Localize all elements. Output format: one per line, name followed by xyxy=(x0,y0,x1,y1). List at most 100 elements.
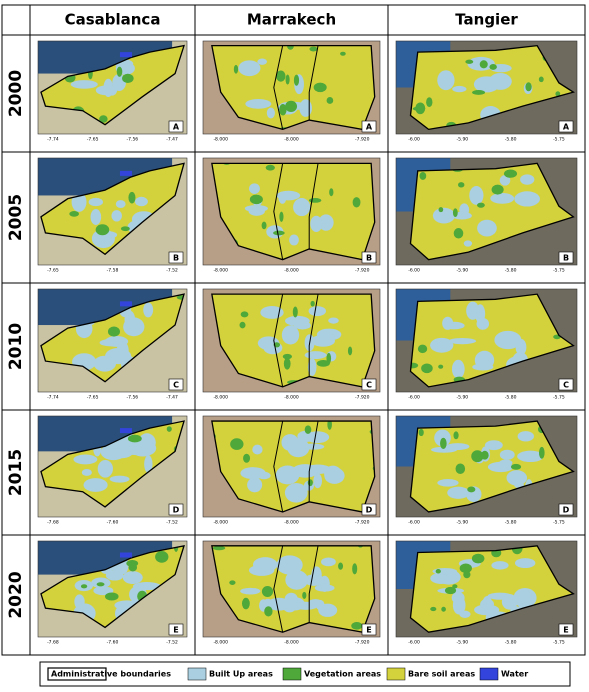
legend-label: Bare soil areas xyxy=(408,670,475,679)
built-up-patch xyxy=(499,175,511,186)
land-cover xyxy=(410,545,547,633)
water xyxy=(119,170,132,176)
panel-letter: C xyxy=(173,381,179,390)
vegetation-patch xyxy=(338,562,344,570)
x-tick-label: -5.90 xyxy=(457,137,469,143)
vegetation-patch xyxy=(308,198,322,203)
vegetation-patch xyxy=(282,353,292,360)
map-panel: E -8.000 -8.000 -7.920 xyxy=(202,540,381,646)
map-frame xyxy=(202,540,381,638)
built-up-patch xyxy=(515,338,527,356)
bare-soil xyxy=(40,163,185,255)
built-up-patch xyxy=(447,486,470,499)
built-up-patch xyxy=(313,473,323,489)
vegetation-patch xyxy=(415,102,426,115)
built-up-patch xyxy=(476,317,490,330)
x-tick-label: -6.00 xyxy=(408,640,420,646)
vegetation-patch xyxy=(444,586,457,595)
vegetation-patch xyxy=(352,197,361,208)
built-up-patch xyxy=(266,107,275,119)
vegetation-patch xyxy=(292,306,298,318)
year-label: 2010 xyxy=(6,323,26,370)
built-up-patch xyxy=(477,219,497,237)
vegetation-patch xyxy=(479,60,488,69)
year-label: 2000 xyxy=(6,70,26,117)
x-tick-label: -7.920 xyxy=(355,640,370,646)
vegetation-patch xyxy=(313,82,327,93)
admin-boundary xyxy=(40,420,185,508)
vegetation-patch xyxy=(538,446,545,459)
map-frame xyxy=(37,157,188,266)
legend-label: Water xyxy=(501,670,528,679)
map-panel: B -6.00 -5.90 -5.80 -5.75 xyxy=(395,157,578,274)
map-frame xyxy=(395,40,578,135)
x-tick-label: -8.000 xyxy=(213,395,228,401)
built-up-patch xyxy=(514,558,536,569)
built-up-patch xyxy=(430,337,454,353)
panel-letter: B xyxy=(173,254,179,263)
vegetation-patch xyxy=(261,586,274,598)
map-panel: A -6.00 -5.90 -5.80 -5.75 xyxy=(395,40,578,143)
built-up-patch xyxy=(442,316,454,330)
letter-box xyxy=(168,503,184,516)
admin-boundary xyxy=(40,544,185,629)
vegetation-patch xyxy=(304,425,312,434)
vegetation-patch xyxy=(421,363,433,374)
vegetation-patch xyxy=(351,622,363,630)
vegetation-patch xyxy=(239,321,246,329)
letter-box xyxy=(168,251,184,264)
vegetation-patch xyxy=(316,360,330,367)
vegetation-patch xyxy=(309,46,318,52)
letter-box xyxy=(558,378,574,391)
legend-swatch xyxy=(187,667,207,681)
x-tick-label: -5.90 xyxy=(457,268,469,274)
built-up-patch xyxy=(517,431,534,442)
vegetation-patch xyxy=(489,64,497,70)
vegetation-patch xyxy=(455,463,466,474)
built-up-patch xyxy=(278,191,287,204)
built-up-patch xyxy=(520,174,535,185)
x-tick-label: -5.75 xyxy=(553,395,565,401)
vegetation-patch xyxy=(503,169,518,178)
built-up-patch xyxy=(293,321,311,330)
vegetation-patch xyxy=(457,182,465,188)
built-up-patch xyxy=(122,571,143,585)
bare-soil xyxy=(410,163,574,260)
map-panel: D -8.000 -8.000 -7.920 xyxy=(202,415,381,526)
column-header: Casablanca xyxy=(65,11,161,29)
map-panel: D -6.00 -5.90 -5.80 -5.75 xyxy=(395,415,578,526)
built-up-patch xyxy=(276,555,303,575)
built-up-patch xyxy=(74,594,85,610)
vegetation-patch xyxy=(459,563,472,574)
letter-box xyxy=(558,623,574,636)
letter-box xyxy=(168,378,184,391)
built-up-patch xyxy=(473,76,500,93)
year-label: 2015 xyxy=(6,449,26,496)
built-up-patch xyxy=(304,351,327,360)
vegetation-patch xyxy=(418,428,424,437)
vegetation-patch xyxy=(555,91,561,97)
built-up-patch xyxy=(452,85,467,93)
built-up-patch xyxy=(240,467,266,480)
vegetation-patch xyxy=(265,164,275,171)
built-up-patch xyxy=(291,464,319,478)
vegetation-patch xyxy=(467,486,476,493)
letter-box xyxy=(558,251,574,264)
x-tick-label: -5.80 xyxy=(505,395,517,401)
letter-box xyxy=(361,120,377,133)
x-tick-label: -5.80 xyxy=(505,520,517,526)
x-tick-label: -5.90 xyxy=(457,520,469,526)
x-tick-label: -7.65 xyxy=(87,137,99,143)
x-tick-label: -5.75 xyxy=(553,268,565,274)
built-up-patch xyxy=(430,446,458,453)
panel-letter: D xyxy=(173,506,180,515)
district-line xyxy=(273,45,284,130)
letter-box xyxy=(361,251,377,264)
vegetation-patch xyxy=(80,584,88,589)
vegetation-patch xyxy=(69,210,80,217)
vegetation-patch xyxy=(126,559,139,567)
built-up-patch xyxy=(437,70,455,91)
vegetation-patch xyxy=(340,51,346,56)
vegetation-patch xyxy=(430,606,437,612)
x-tick-label: -6.00 xyxy=(408,520,420,526)
